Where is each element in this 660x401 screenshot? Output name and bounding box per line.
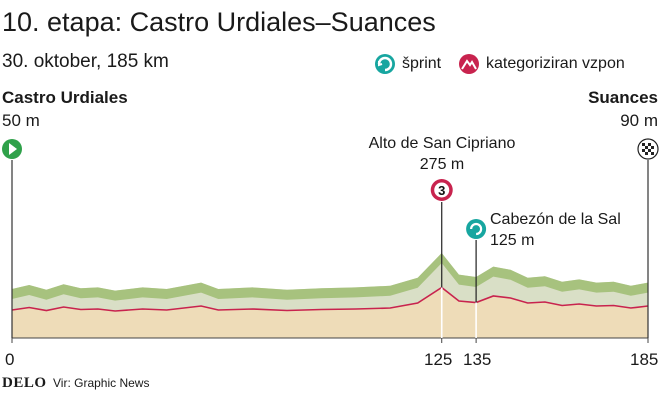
checkered-flag-icon [642, 149, 645, 152]
sprint-marker [466, 219, 487, 239]
sprint-altitude: 125 m [490, 232, 535, 249]
tick-label-finish: 185 [630, 350, 659, 369]
stage-subtitle: 30. oktober, 185 km [2, 51, 169, 72]
checkered-flag-icon [651, 146, 654, 149]
terrain-relief [12, 253, 648, 311]
checkered-flag-icon [645, 146, 648, 149]
climb-marker-inner [434, 182, 450, 198]
terrain-ridge [12, 253, 648, 301]
play-icon [9, 143, 17, 155]
brand-logo: DELO [2, 375, 47, 391]
sprint-marker-glyph [470, 222, 483, 236]
legend-climb-label: kategoriziran vzpon [486, 55, 625, 72]
page-title: 10. etapa: Castro Urdiales–Suances [2, 7, 436, 37]
tick-label-start: 0 [5, 350, 15, 369]
sprint-icon [375, 54, 395, 74]
profile-area [12, 287, 648, 338]
checkered-flag-icon [648, 143, 651, 146]
checkered-flag-icon [651, 152, 654, 155]
climb-altitude: 275 m [419, 156, 465, 173]
sprint-name: Cabezón de la Sal [490, 211, 621, 228]
tick-label-climb: 125 [424, 350, 453, 369]
checkered-flag-icon [642, 143, 645, 146]
start-altitude: 50 m [2, 111, 40, 130]
tick-label-sprint: 135 [463, 350, 492, 369]
finish-altitude: 90 m [620, 111, 658, 130]
climb-category: 3 [438, 183, 445, 198]
legend-sprint-label: šprint [402, 55, 442, 72]
checkered-flag-icon [648, 149, 651, 152]
profile-line [11, 286, 649, 312]
source-credit: Vir: Graphic News [53, 376, 150, 390]
checkered-flag-icon [645, 152, 648, 155]
route-markers: 3 [2, 138, 659, 343]
finish-name: Suances [588, 88, 658, 107]
climb-name: Alto de San Cipriano [368, 135, 516, 152]
climb-icon [459, 54, 479, 74]
start-name: Castro Urdiales [2, 88, 128, 107]
